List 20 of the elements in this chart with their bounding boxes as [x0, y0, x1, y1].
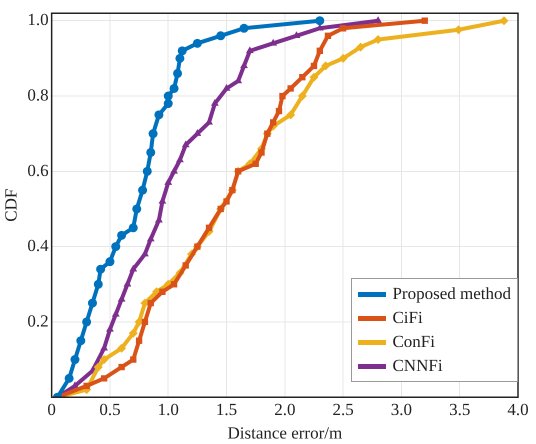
x-tick-label: 2.0: [274, 400, 296, 419]
x-tick-label: 2.5: [332, 400, 354, 419]
x-tick-label: 4.0: [507, 400, 529, 419]
legend-label: ConFi: [392, 331, 435, 353]
x-tick-label: 1.5: [216, 400, 238, 419]
x-tick-label: 1.0: [158, 400, 179, 419]
y-axis-title: CDF: [2, 188, 21, 222]
x-axis-title: Distance error/m: [227, 423, 342, 442]
x-tick-label: 0: [47, 400, 56, 419]
legend-label: CiFi: [392, 307, 423, 329]
y-tick-label: 0.8: [27, 85, 49, 104]
x-tick-label: 0.5: [99, 400, 121, 419]
y-tick-label: 0.6: [27, 160, 49, 180]
legend-label: Proposed method: [392, 283, 511, 305]
legend-label: CNNFi: [392, 355, 443, 377]
y-tick-label: 1.0: [27, 10, 49, 30]
x-tick-label: 3.0: [390, 400, 412, 419]
y-tick-label: 0.2: [27, 311, 49, 330]
y-tick-label: 0.4: [27, 236, 50, 256]
x-tick-label: 3.5: [449, 400, 470, 419]
